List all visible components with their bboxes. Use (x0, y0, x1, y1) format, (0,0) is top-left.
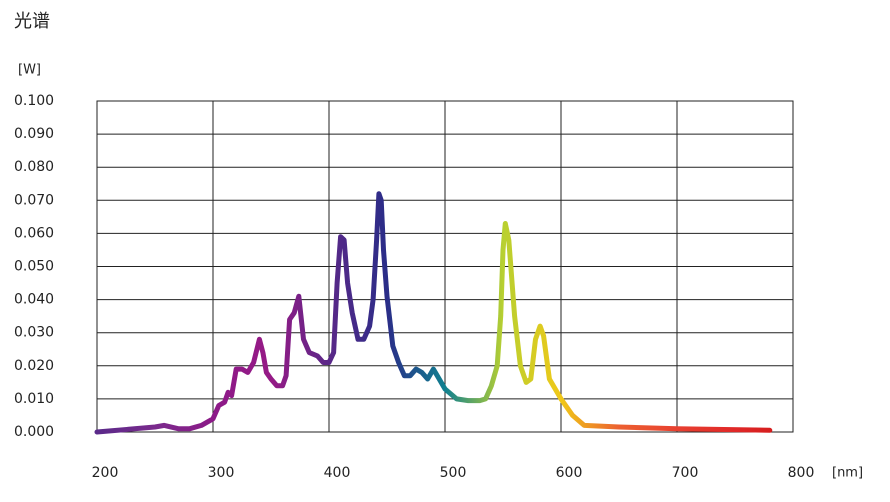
x-tick-label: 200 (92, 465, 119, 481)
spectrum-line (94, 191, 773, 435)
y-tick-label: 0.090 (14, 126, 54, 142)
x-tick-label: 400 (324, 465, 351, 481)
y-axis-label: [W] (18, 63, 41, 78)
y-tick-label: 0.020 (14, 358, 54, 374)
x-tick-label: 300 (208, 465, 235, 481)
y-tick-label: 0.040 (14, 292, 54, 308)
y-tick-label: 0.050 (14, 259, 54, 275)
y-tick-label: 0.010 (14, 391, 54, 407)
x-axis-label: [nm] (832, 466, 863, 481)
y-tick-label: 0.070 (14, 192, 54, 208)
y-tick-label: 0.000 (14, 424, 54, 440)
y-tick-label: 0.030 (14, 325, 54, 341)
x-tick-label: 700 (672, 465, 699, 481)
y-tick-label: 0.060 (14, 225, 54, 241)
x-tick-label: 800 (788, 465, 815, 481)
chart-title: 光谱 (14, 11, 50, 32)
x-tick-label: 500 (440, 465, 467, 481)
x-tick-label: 600 (556, 465, 583, 481)
y-tick-label: 0.100 (14, 93, 54, 109)
y-tick-label: 0.080 (14, 159, 54, 175)
